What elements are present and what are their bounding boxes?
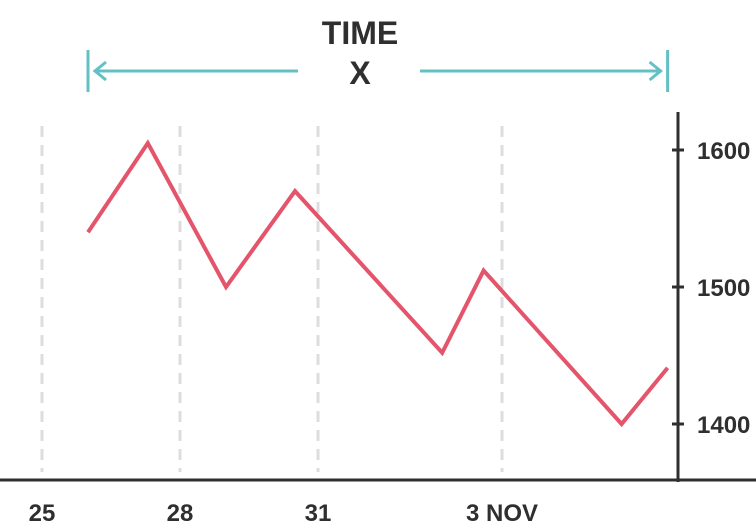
time-span-arrow xyxy=(86,50,670,92)
arrowhead-left xyxy=(92,60,107,82)
x-tick-label: 3 NOV xyxy=(466,500,538,527)
header-time-label: TIME xyxy=(322,15,398,51)
y-tick-label: 1400 xyxy=(697,412,750,439)
header-x-label: X xyxy=(349,55,371,91)
arrowhead-right xyxy=(648,60,663,82)
series-line xyxy=(86,139,670,428)
x-tick-label: 25 xyxy=(29,500,56,527)
gridlines xyxy=(40,126,504,472)
series xyxy=(86,139,670,428)
x-tick-label: 28 xyxy=(167,500,194,527)
y-tick-labels: 1600 1500 1400 xyxy=(672,138,750,439)
x-tick-label: 31 xyxy=(305,500,332,527)
y-tick-label: 1500 xyxy=(697,275,750,302)
y-tick-label: 1600 xyxy=(697,138,750,165)
